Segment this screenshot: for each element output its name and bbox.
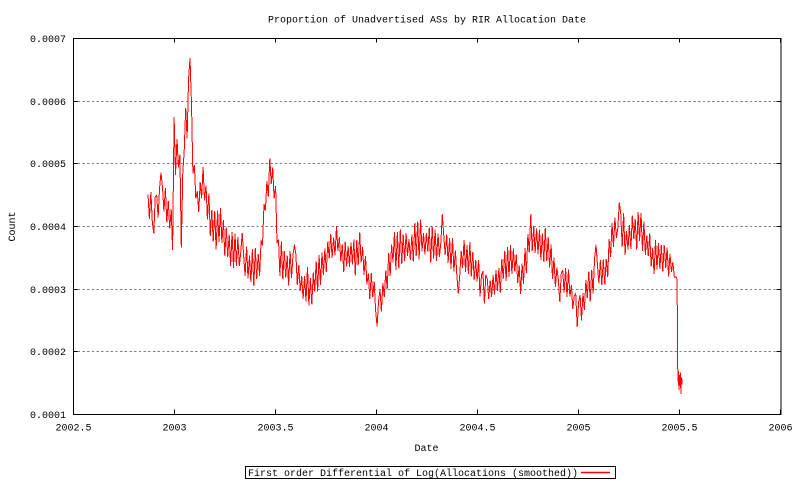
svg-text:2002.5: 2002.5 [55,424,91,435]
svg-text:0.0005: 0.0005 [30,160,66,171]
svg-text:Count: Count [8,211,19,241]
svg-text:2005.5: 2005.5 [661,424,697,435]
svg-text:0.0004: 0.0004 [30,223,66,234]
svg-text:0.0006: 0.0006 [30,98,66,109]
svg-text:2004: 2004 [364,424,388,435]
svg-text:0.0007: 0.0007 [30,35,66,46]
svg-text:2004.5: 2004.5 [459,424,495,435]
svg-text:0.0002: 0.0002 [30,348,66,359]
svg-text:2003.5: 2003.5 [257,424,293,435]
svg-text:2006: 2006 [768,424,792,435]
svg-text:First order Differential of Lo: First order Differential of Log(Allocati… [248,468,578,480]
svg-text:2005: 2005 [566,424,590,435]
svg-text:Proportion of Unadvertised ASs: Proportion of Unadvertised ASs by RIR Al… [268,15,586,27]
svg-text:2003: 2003 [162,424,186,435]
svg-text:Date: Date [414,444,438,455]
svg-text:0.0001: 0.0001 [30,411,66,422]
svg-text:0.0003: 0.0003 [30,286,66,297]
